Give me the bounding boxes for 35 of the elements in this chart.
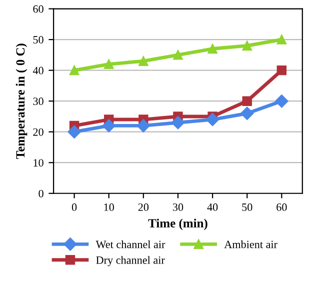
point [104,59,114,70]
x-tick-label: 40 [207,203,218,211]
point [240,106,254,120]
x-tick-label: 60 [276,203,287,211]
x-tick-label: 0 [72,203,77,211]
point [102,119,116,132]
point [138,56,148,66]
y-tick-label: 40 [32,66,44,74]
x-axis-title: Time (min) [148,218,208,230]
point [68,125,81,138]
y-tick-label: 10 [34,159,44,167]
x-tick-label: 30 [172,203,184,211]
legend-label: Ambient air [224,240,278,248]
point [275,94,288,108]
y-tick-label: 0 [38,190,44,198]
x-tick-label: 50 [242,203,252,211]
point [69,65,80,76]
legend-label: Dry channel air [96,256,165,266]
point [136,119,150,132]
x-tick-label: 20 [138,203,149,211]
y-tick-label: 20 [33,128,44,136]
point [276,34,287,44]
legend-label: Wet channel air [96,240,166,248]
y-tick-label: 60 [33,5,44,13]
y-tick-label: 50 [33,36,44,44]
point [242,96,252,106]
y-tick-label: 30 [33,98,44,106]
point [171,116,185,130]
point [276,65,287,76]
point [206,112,220,126]
y-axis-title: Temperature in ( 0 C) [16,44,28,159]
point [208,44,218,54]
point [173,50,183,60]
point [242,40,252,51]
x-tick-label: 10 [104,203,114,211]
